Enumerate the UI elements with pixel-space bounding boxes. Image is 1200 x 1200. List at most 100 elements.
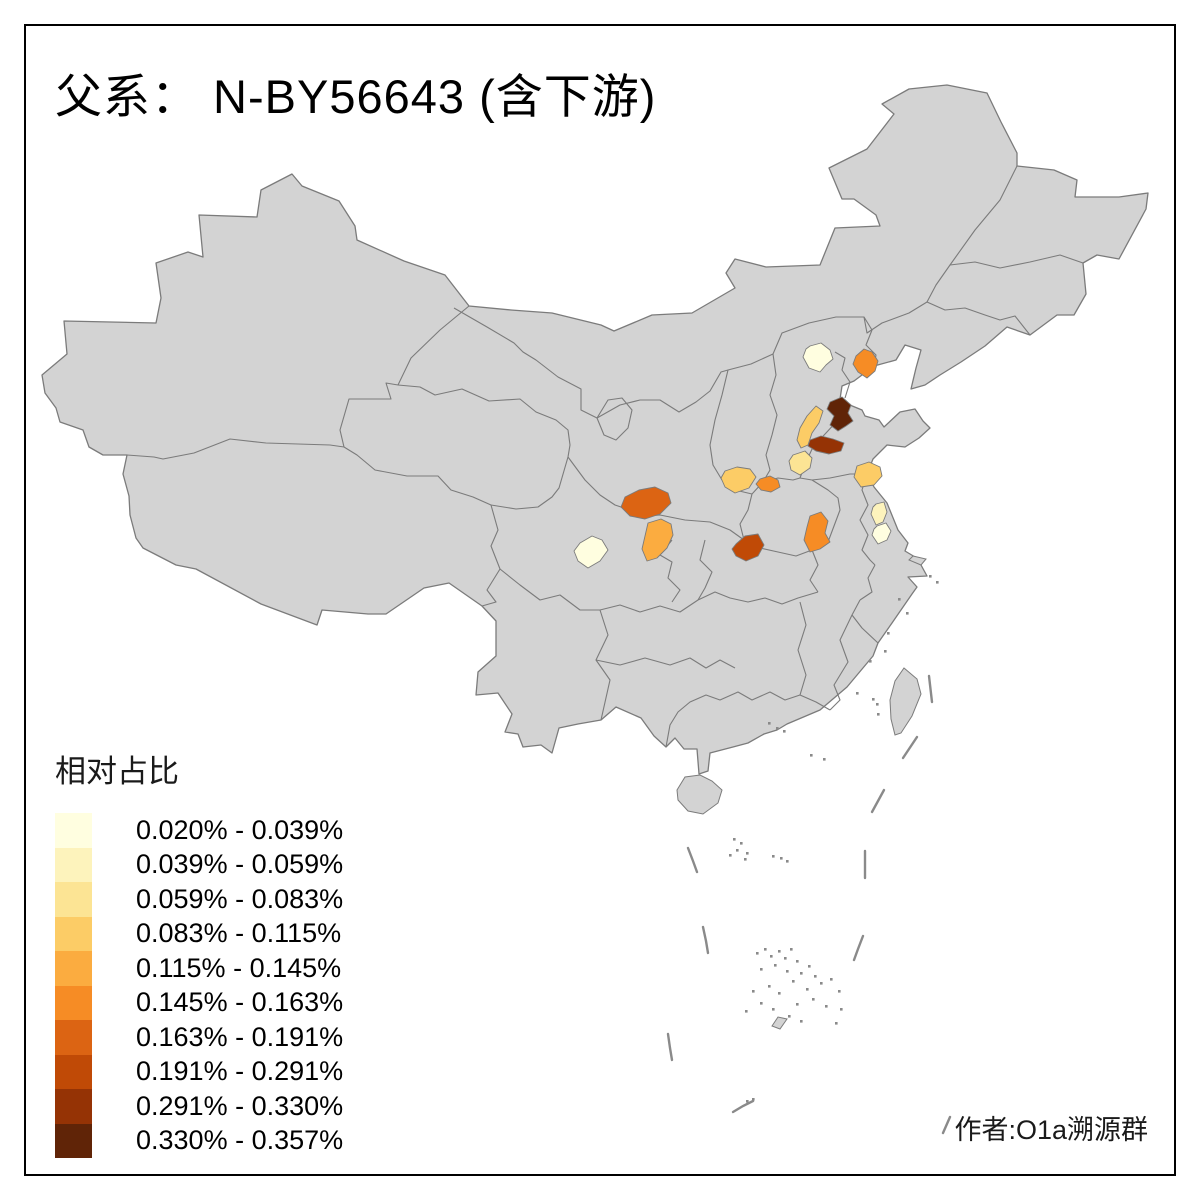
- islet-dot: [778, 950, 781, 953]
- islet-dot: [780, 857, 783, 860]
- legend-item: 0.145% - 0.163%: [55, 985, 395, 1020]
- island: [889, 667, 922, 736]
- province-border: [809, 549, 819, 593]
- boundary-dash: [927, 674, 934, 704]
- map-region-r9: [853, 461, 883, 488]
- legend-item: 0.039% - 0.059%: [55, 847, 395, 882]
- legend-item: 0.115% - 0.145%: [55, 951, 395, 986]
- islet-dot: [786, 970, 789, 973]
- province-border: [339, 305, 470, 448]
- province-border: [834, 351, 851, 399]
- legend-range-label: 0.059% - 0.083%: [136, 883, 344, 914]
- legend-item: 0.083% - 0.115%: [55, 916, 395, 951]
- boundary-dash: [941, 1115, 952, 1135]
- legend-item: 0.020% - 0.039%: [55, 813, 395, 848]
- legend-range-label: 0.115% - 0.145%: [136, 952, 342, 983]
- province-border: [762, 353, 778, 483]
- islet-dot: [869, 660, 872, 663]
- island: [908, 555, 927, 566]
- islet-dot: [744, 858, 747, 861]
- author-credit: 作者:O1a溯源群: [954, 1115, 1148, 1145]
- islet-dot: [788, 1015, 791, 1018]
- legend-rows: 0.020% - 0.039% 0.039% - 0.059% 0.059% - 0…: [55, 813, 395, 1158]
- legend-range-label: 0.163% - 0.191%: [136, 1021, 344, 1052]
- islet-dot: [810, 754, 813, 757]
- islet-dot: [778, 992, 781, 995]
- islet-dot: [745, 1010, 748, 1013]
- legend-swatch: [55, 1020, 92, 1055]
- boundary-dash: [731, 1099, 755, 1114]
- province-border: [851, 599, 879, 644]
- map-region-r2: [852, 348, 879, 379]
- islet-dot: [856, 692, 859, 695]
- legend-item: 0.163% - 0.191%: [55, 1020, 395, 1055]
- map-region-r5: [807, 435, 845, 455]
- islet-dot: [772, 855, 775, 858]
- map-region-r16: [803, 511, 831, 553]
- boundary-dash: [870, 788, 886, 814]
- islet-dot: [764, 948, 767, 951]
- islet-dot: [774, 964, 777, 967]
- islet-dot: [906, 612, 909, 615]
- islet-dot: [746, 852, 749, 855]
- islet-dot: [792, 980, 795, 983]
- map-region-r12: [620, 486, 672, 520]
- map-region-r13: [641, 518, 674, 562]
- legend-title: 相对占比: [55, 754, 179, 789]
- province-border: [499, 568, 600, 611]
- province-border: [697, 591, 819, 605]
- legend-range-label: 0.083% - 0.115%: [136, 918, 342, 949]
- islet-dot: [740, 842, 743, 845]
- islet-dot: [936, 581, 939, 584]
- map-region-r8: [755, 475, 781, 493]
- map-region-r11: [871, 522, 892, 545]
- islet-dot: [776, 727, 779, 730]
- province-border: [665, 691, 831, 748]
- legend-range-label: 0.039% - 0.059%: [136, 849, 344, 880]
- province-border: [490, 456, 569, 510]
- islet-dot: [887, 632, 890, 635]
- islet-dot: [830, 978, 833, 981]
- legend-range-label: 0.020% - 0.039%: [136, 814, 344, 845]
- legend-swatch: [55, 951, 92, 986]
- islet-dot: [808, 965, 811, 968]
- islet-dot: [729, 854, 732, 857]
- province-border: [453, 307, 598, 419]
- islet-dot: [770, 955, 773, 958]
- islet-dot: [784, 957, 787, 960]
- boundary-dash: [852, 934, 865, 962]
- map-region-r10: [870, 501, 888, 526]
- islet-dot: [877, 713, 880, 716]
- legend-range-label: 0.145% - 0.163%: [136, 987, 344, 1018]
- province-border: [343, 446, 492, 506]
- islet-dot: [825, 1005, 828, 1008]
- islet-dot: [783, 730, 786, 733]
- islet-dot: [772, 1008, 775, 1011]
- page-title: 父系： N-BY56643 (含下游): [55, 70, 657, 123]
- islet-dot: [800, 972, 803, 975]
- province-border: [397, 384, 571, 458]
- islet-dot: [929, 575, 932, 578]
- province-border: [596, 397, 633, 441]
- map-region-r4: [796, 405, 824, 449]
- province-border: [126, 438, 345, 460]
- legend: 相对占比 0.020% - 0.039% 0.039% - 0.059% 0.059…: [55, 746, 395, 1158]
- legend-swatch: [55, 1089, 92, 1124]
- boundary-dash: [901, 735, 919, 760]
- boundary-dash: [701, 925, 710, 955]
- islet-dot: [752, 1098, 755, 1101]
- boundary-dash: [686, 846, 699, 874]
- islet-dot: [786, 860, 789, 863]
- islet-dot: [884, 650, 887, 653]
- islet-dot: [790, 948, 793, 951]
- province-border: [739, 493, 753, 541]
- legend-item: 0.291% - 0.330%: [55, 1089, 395, 1124]
- legend-swatch: [55, 916, 92, 951]
- legend-swatch: [55, 985, 92, 1020]
- figure-frame: [24, 24, 1176, 1176]
- legend-range-label: 0.191% - 0.291%: [136, 1056, 344, 1087]
- map-region-r1: [802, 342, 834, 373]
- islet-dot: [898, 598, 901, 601]
- islet-dot: [760, 968, 763, 971]
